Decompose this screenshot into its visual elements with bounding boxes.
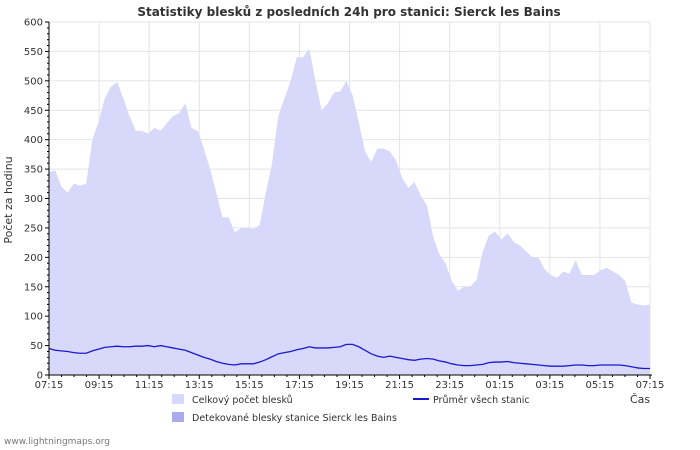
- x-tick-label: 05:15: [586, 380, 615, 391]
- x-axis-label: Čas: [630, 393, 650, 406]
- x-tick-label: 09:15: [85, 380, 114, 391]
- y-tick-label: 250: [24, 223, 43, 234]
- y-tick-label: 150: [24, 282, 43, 293]
- x-tick-label: 13:15: [185, 380, 214, 391]
- series-line-average-all-stations: [48, 343, 650, 370]
- legend-label: Průměr všech stanic: [433, 395, 530, 406]
- y-tick-label: 200: [24, 253, 43, 264]
- y-tick-label: 0: [37, 371, 43, 382]
- y-tick-label: 550: [24, 47, 43, 58]
- y-tick-label: 400: [24, 135, 43, 146]
- x-tick-label: 03:15: [535, 380, 564, 391]
- legend-label: Celkový počet blesků: [192, 395, 293, 406]
- chart-title: Statistiky blesků z posledních 24h pro s…: [137, 5, 560, 19]
- y-axis-ticks: 0 50 100 150 200 250 300 350 400 450 500 550 600: [24, 18, 49, 382]
- x-tick-label: 11:15: [135, 380, 164, 391]
- y-tick-label: 300: [24, 194, 43, 205]
- x-axis-ticks: 07:15 09:15 11:15 13:15 15:15 17:15 19:15 21:15…: [35, 375, 665, 391]
- series-area-total-strikes: [49, 48, 650, 375]
- y-tick-label: 450: [24, 106, 43, 117]
- x-tick-label: 15:15: [235, 380, 264, 391]
- x-tick-label: 21:15: [385, 380, 414, 391]
- x-tick-label: 07:15: [35, 380, 64, 391]
- area-series: [48, 48, 650, 375]
- y-tick-label: 100: [24, 312, 43, 323]
- y-axis-label: Počet za hodinu: [2, 156, 15, 243]
- x-tick-label: 19:15: [335, 380, 364, 391]
- x-tick-label: 23:15: [435, 380, 464, 391]
- y-tick-label: 600: [24, 18, 43, 29]
- y-tick-label: 50: [30, 341, 43, 352]
- legend-label: Detekované blesky stanice Sierck les Bai…: [192, 413, 397, 424]
- y-tick-label: 350: [24, 165, 43, 176]
- legend-swatch: [172, 412, 184, 422]
- x-tick-label: 17:15: [285, 380, 314, 391]
- x-tick-label: 07:15: [636, 380, 665, 391]
- x-tick-label: 01:15: [485, 380, 514, 391]
- legend-swatch: [172, 394, 184, 404]
- credit-text[interactable]: www.lightningmaps.org: [4, 437, 110, 447]
- legend: Celkový počet blesků Detekované blesky st…: [172, 394, 530, 424]
- y-tick-label: 500: [24, 76, 43, 87]
